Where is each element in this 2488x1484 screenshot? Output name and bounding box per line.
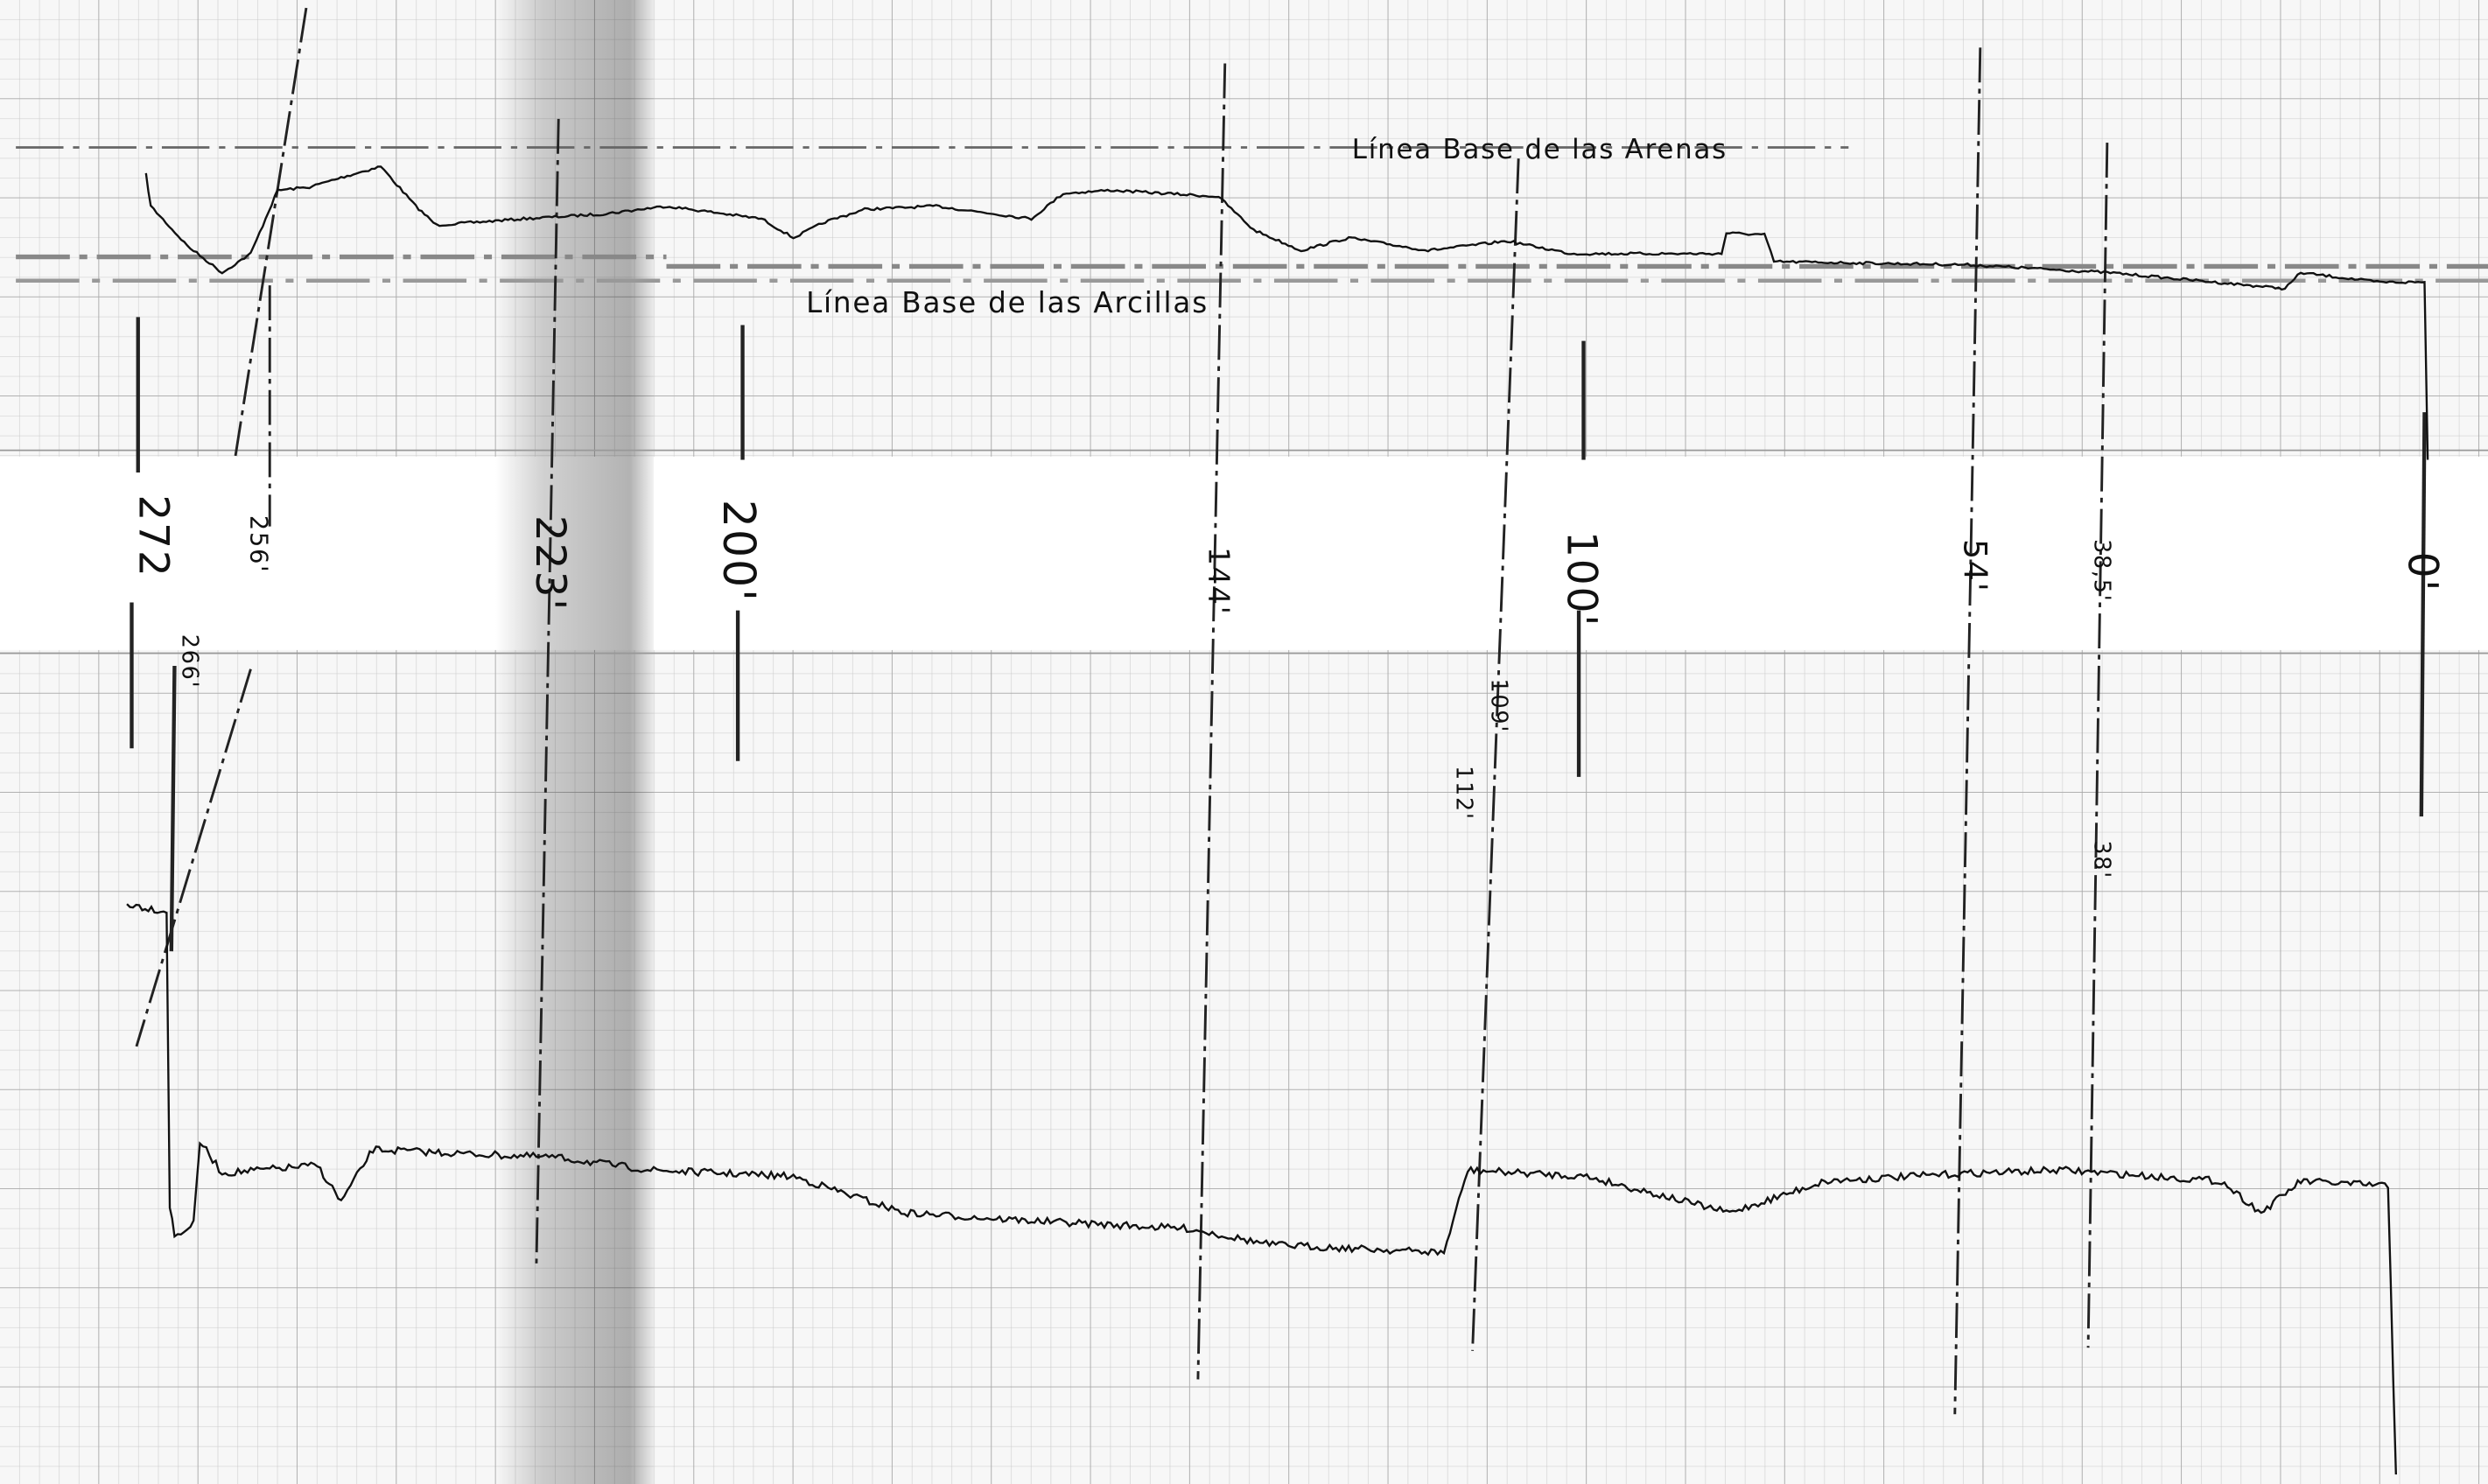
depth-label: 0' <box>2398 552 2446 593</box>
depth-label: 38' <box>2089 840 2115 879</box>
clay-baseline-label: Línea Base de las Arcillas <box>806 286 1209 319</box>
log-scan: Línea Base de las Arenas Línea Base de l… <box>0 0 2488 1484</box>
depth-label: 54' <box>1957 539 1994 593</box>
scan-shadow <box>495 0 654 1484</box>
depth-label: 112' <box>1451 766 1477 821</box>
depth-label: 144' <box>1202 547 1236 615</box>
depth-label: 200' <box>713 500 765 603</box>
depth-label: 38,5' <box>2089 539 2115 602</box>
depth-label: 256' <box>244 515 271 574</box>
depth-label: 266' <box>178 634 204 690</box>
grid <box>0 0 2488 1484</box>
depth-label: 109' <box>1486 679 1512 734</box>
sand-baseline-label: Línea Base de las Arenas <box>1352 134 1728 165</box>
depth-label: 100' <box>1557 531 1605 627</box>
depth-label: 272 <box>130 494 178 578</box>
page: {"baselines": {"sands": "Línea Base de l… <box>0 0 2488 1484</box>
depth-label: 223' <box>526 515 574 612</box>
